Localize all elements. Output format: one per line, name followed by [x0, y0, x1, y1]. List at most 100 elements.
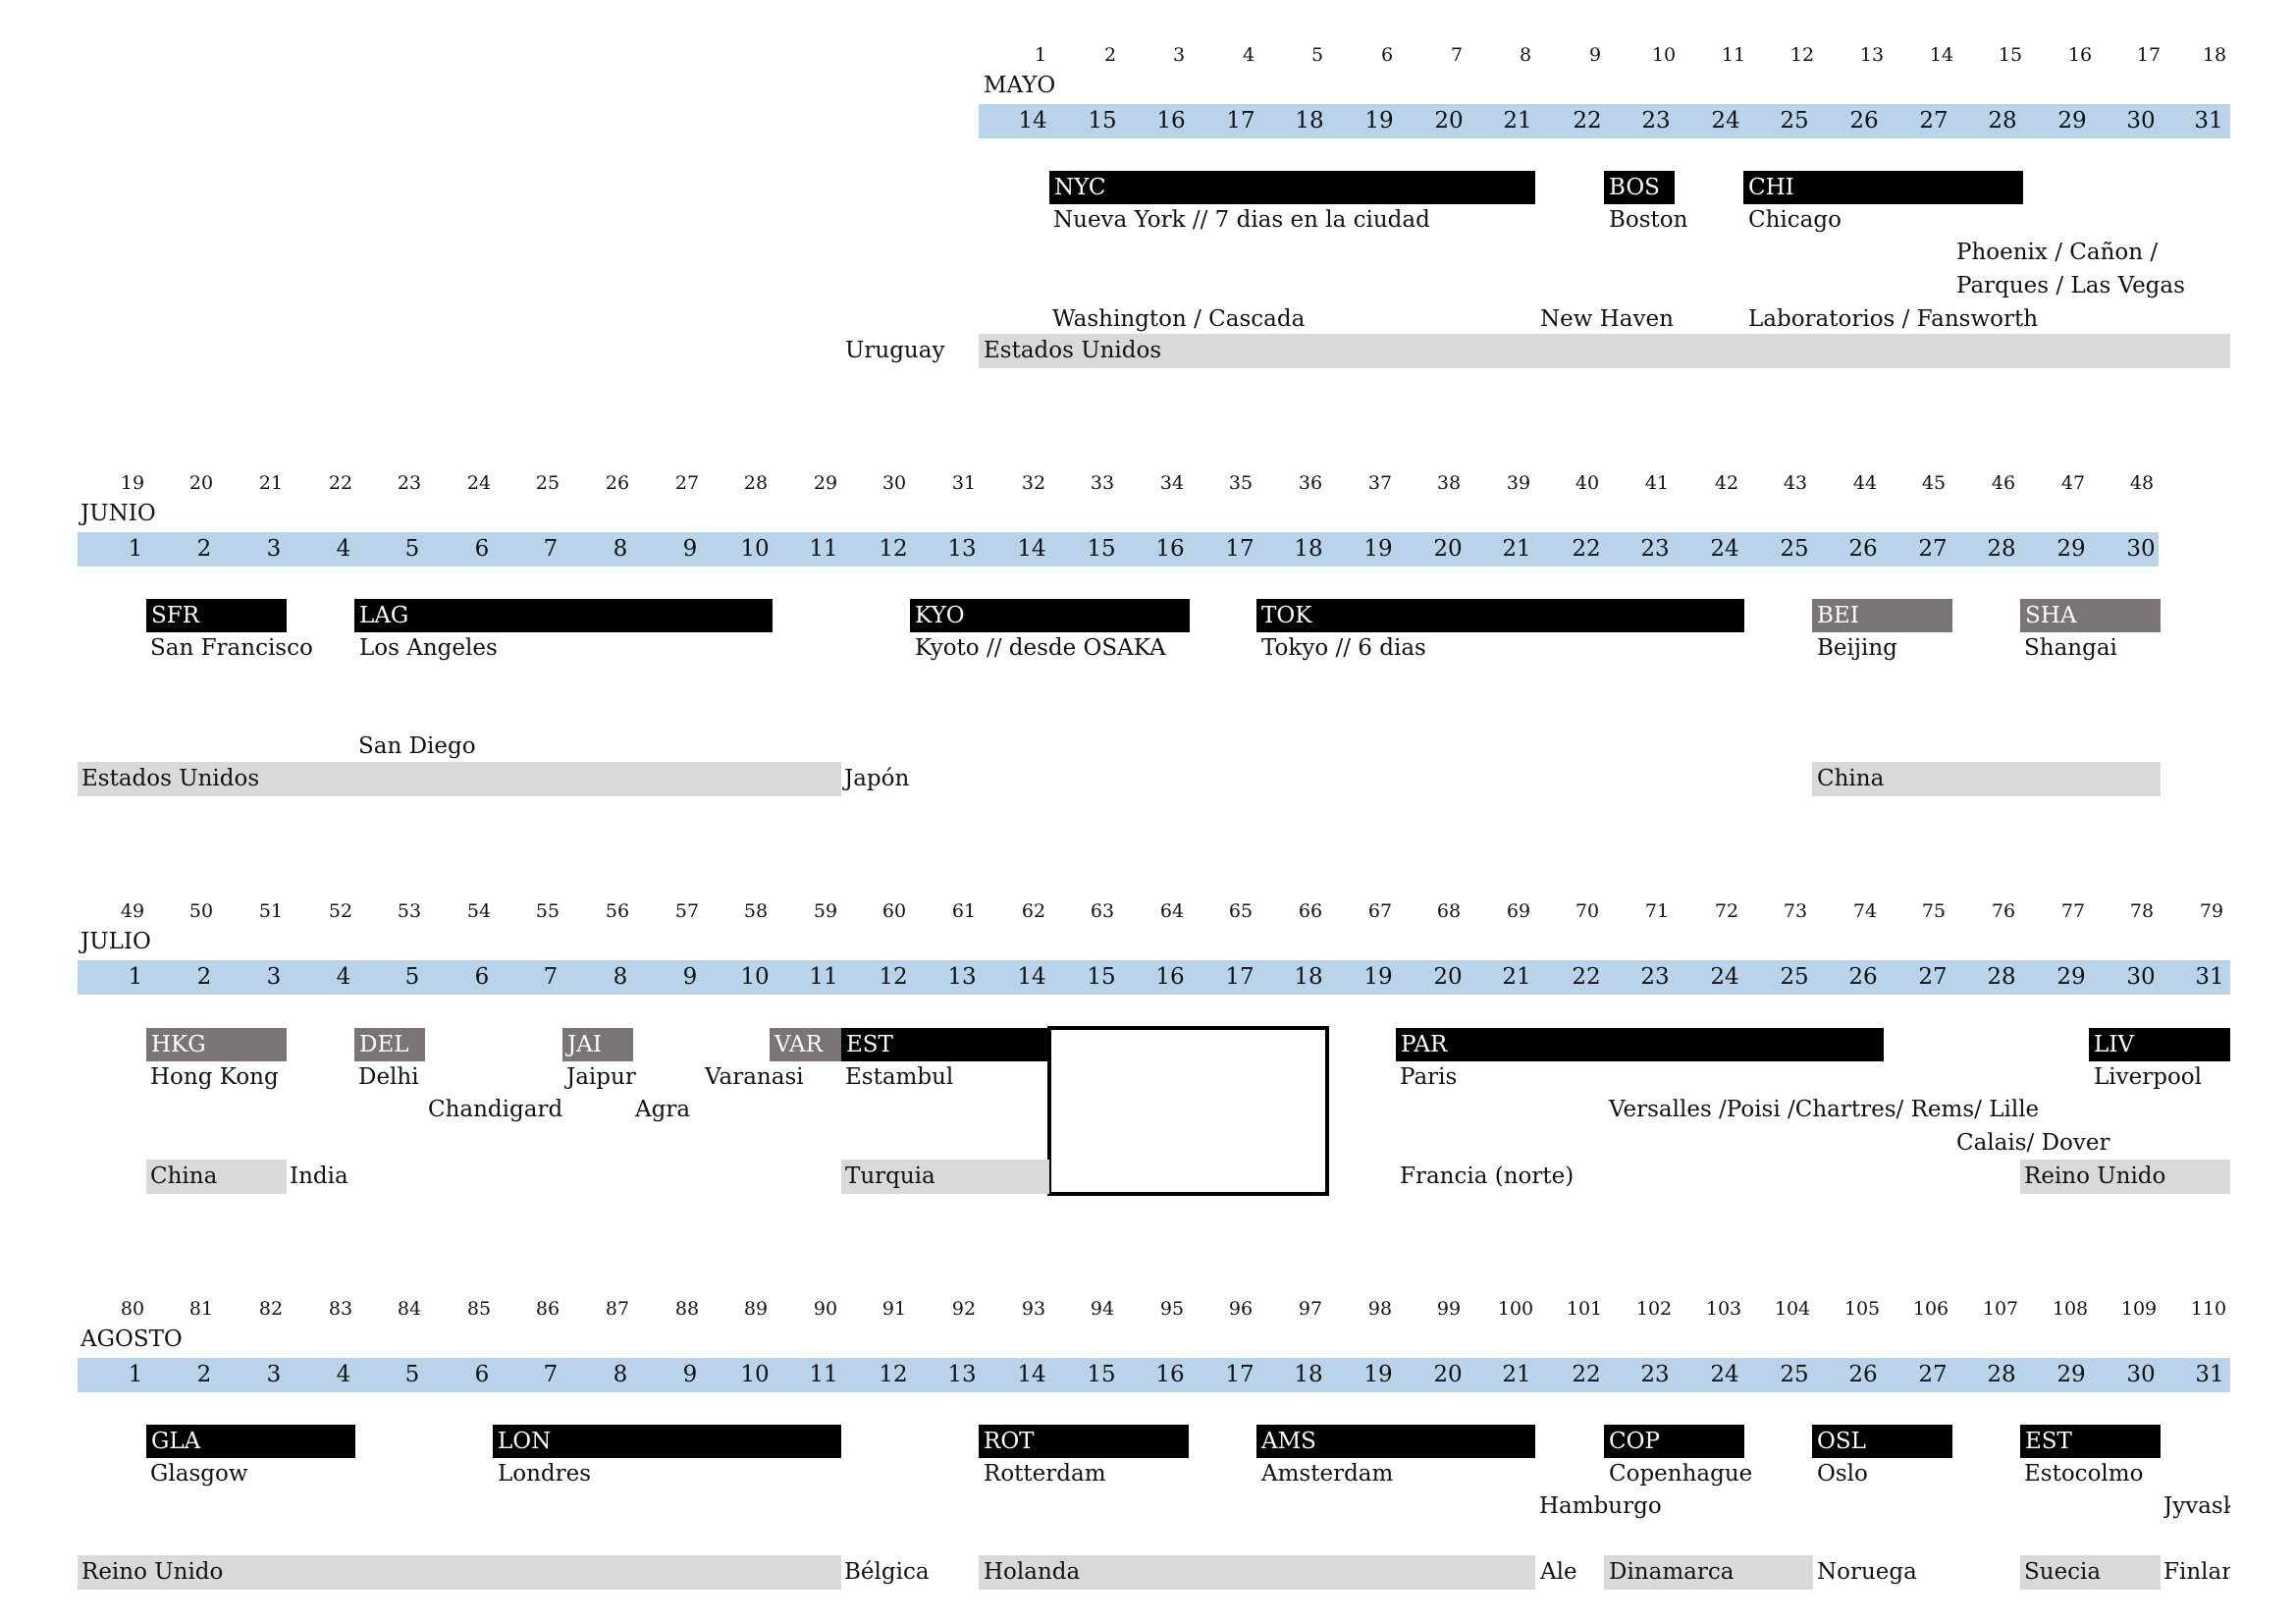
trip-day-number: 29 [813, 472, 838, 494]
trip-day-number: 50 [188, 900, 214, 922]
date-number: 26 [1848, 536, 1878, 562]
trip-day-number: 33 [1090, 472, 1115, 494]
trip-day-number: 18 [2202, 44, 2227, 66]
date-number: 15 [1087, 964, 1116, 990]
date-number: 27 [1918, 536, 1948, 562]
date-number: 25 [1780, 536, 1809, 562]
trip-day-number: 103 [1705, 1298, 1742, 1320]
trip-day-number: 57 [674, 900, 700, 922]
trip-day-number: 21 [258, 472, 284, 494]
date-number: 21 [1502, 536, 1531, 562]
trip-day-number: 26 [605, 472, 630, 494]
city-code-bar: NYC [1049, 171, 1535, 204]
date-number: 5 [404, 536, 420, 562]
side-trip-note: Laboratorios / Fansworth [1748, 306, 2039, 332]
month-label: JULIO [80, 929, 151, 954]
trip-day-number: 28 [743, 472, 769, 494]
side-trip-note: Agra [635, 1097, 691, 1122]
date-number: 17 [1225, 964, 1255, 990]
trip-day-number: 6 [1380, 44, 1394, 66]
date-number: 26 [1849, 108, 1879, 134]
country-label: China [150, 1163, 218, 1189]
country-label: Ale [1540, 1559, 1577, 1585]
city-label: Beijing [1817, 635, 1897, 661]
trip-day-number: 32 [1021, 472, 1046, 494]
city-code-bar: LIV [2089, 1028, 2230, 1061]
city-label: Copenhague [1609, 1461, 1753, 1487]
trip-day-number: 51 [258, 900, 284, 922]
country-label: Finland [2163, 1559, 2230, 1585]
trip-day-number: 77 [2060, 900, 2086, 922]
city-label: Amsterdam [1261, 1461, 1394, 1487]
date-number: 10 [740, 1362, 770, 1387]
date-number: 16 [1155, 1362, 1185, 1387]
date-number: 18 [1295, 108, 1324, 134]
date-number: 28 [1987, 964, 2016, 990]
date-number: 7 [543, 964, 559, 990]
trip-day-number: 94 [1090, 1298, 1115, 1320]
country-band [2020, 1160, 2230, 1194]
country-label: Dinamarca [1609, 1559, 1735, 1585]
trip-day-number: 37 [1367, 472, 1393, 494]
trip-day-number: 83 [328, 1298, 353, 1320]
date-band [78, 1358, 2230, 1392]
country-label: Japón [844, 766, 910, 791]
trip-day-number: 22 [328, 472, 353, 494]
trip-day-number: 80 [120, 1298, 145, 1320]
trip-day-number: 1 [1034, 44, 1047, 66]
side-trip-note: Hamburgo [1539, 1493, 1662, 1519]
date-number: 21 [1502, 1362, 1531, 1387]
date-number: 30 [2126, 108, 2156, 134]
date-number: 29 [2056, 1362, 2086, 1387]
trip-day-number: 81 [188, 1298, 214, 1320]
trip-day-number: 54 [466, 900, 492, 922]
date-number: 24 [1710, 536, 1739, 562]
trip-day-number: 105 [1843, 1298, 1881, 1320]
date-number: 29 [2057, 108, 2087, 134]
trip-day-number: 91 [881, 1298, 907, 1320]
trip-day-number: 40 [1575, 472, 1600, 494]
date-number: 16 [1156, 108, 1186, 134]
city-label: Shangai [2024, 635, 2117, 661]
trip-day-number: 106 [1912, 1298, 1949, 1320]
trip-day-number: 43 [1783, 472, 1808, 494]
country-band [78, 762, 841, 796]
country-band [841, 1160, 1049, 1194]
date-number: 6 [474, 964, 490, 990]
city-code-bar: HKG [146, 1028, 287, 1061]
trip-day-number: 59 [813, 900, 838, 922]
date-number: 21 [1502, 964, 1531, 990]
date-number: 19 [1363, 964, 1393, 990]
trip-day-number: 79 [2199, 900, 2224, 922]
date-number: 19 [1363, 1362, 1393, 1387]
trip-day-number: 82 [258, 1298, 284, 1320]
date-number: 11 [809, 964, 838, 990]
country-band [78, 1555, 841, 1590]
trip-day-number: 35 [1228, 472, 1254, 494]
city-label: Estocolmo [2024, 1461, 2144, 1487]
date-number: 12 [879, 1362, 908, 1387]
date-number: 24 [1711, 108, 1740, 134]
city-code-bar: EST [2020, 1425, 2161, 1458]
city-label: Chicago [1748, 207, 1842, 233]
month-label: MAYO [984, 73, 1056, 98]
trip-day-number: 76 [1991, 900, 2016, 922]
date-number: 9 [682, 536, 698, 562]
city-code-bar: EST [841, 1028, 1050, 1061]
date-number: 31 [2195, 964, 2224, 990]
date-number: 30 [2126, 1362, 2156, 1387]
date-number: 2 [196, 536, 212, 562]
date-number: 29 [2056, 964, 2086, 990]
trip-day-number: 15 [1998, 44, 2023, 66]
trip-day-number: 100 [1497, 1298, 1534, 1320]
trip-day-number: 61 [951, 900, 977, 922]
side-trip-note: Calais/ Dover [1956, 1130, 2110, 1156]
city-label: Londres [498, 1461, 592, 1487]
date-number: 24 [1710, 1362, 1739, 1387]
date-number: 14 [1017, 1362, 1046, 1387]
trip-day-number: 107 [1982, 1298, 2019, 1320]
trip-day-number: 87 [605, 1298, 630, 1320]
date-band [78, 960, 2230, 995]
date-number: 28 [1988, 108, 2017, 134]
date-number: 26 [1848, 964, 1878, 990]
